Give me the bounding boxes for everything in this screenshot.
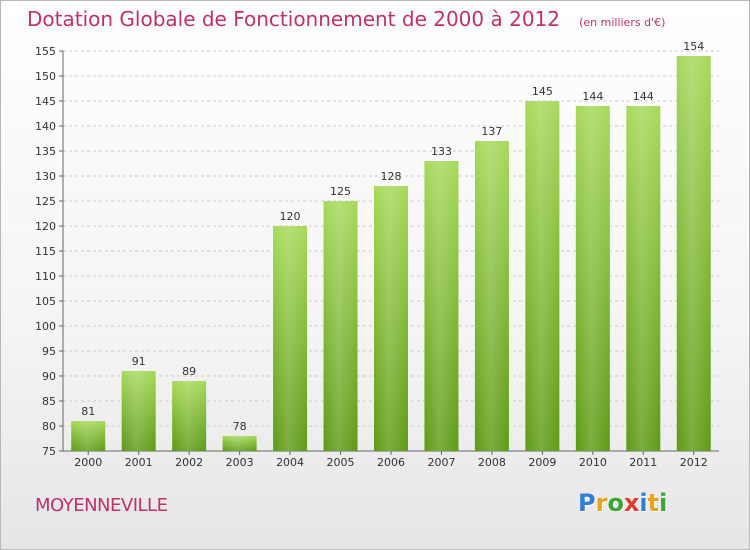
y-tick-label: 130 xyxy=(35,170,56,183)
x-tick-label: 2003 xyxy=(226,456,254,469)
value-label: 133 xyxy=(431,145,452,158)
y-tick-label: 115 xyxy=(35,245,56,258)
y-tick-label: 110 xyxy=(35,270,56,283)
y-tick-label: 145 xyxy=(35,95,56,108)
bars xyxy=(71,56,711,451)
y-tick-label: 95 xyxy=(42,345,56,358)
logo-letter: t xyxy=(647,489,660,517)
bar-shine xyxy=(474,141,509,451)
labels: 81 2000 91 2001 89 2002 78 2003 120 2004 125 2005 12… xyxy=(74,40,708,469)
x-tick-label: 2001 xyxy=(125,456,153,469)
unit-label: (en milliers d'€) xyxy=(579,16,666,29)
bar-shine xyxy=(424,161,459,451)
logo-letter: i xyxy=(639,489,648,517)
bar-shine xyxy=(71,421,106,451)
x-tick-label: 2000 xyxy=(74,456,102,469)
title-row: Dotation Globale de Fonctionnement de 20… xyxy=(27,7,665,31)
value-label: 91 xyxy=(132,355,146,368)
value-label: 128 xyxy=(381,170,402,183)
logo-letter: o xyxy=(607,489,624,517)
y-tick-label: 100 xyxy=(35,320,56,333)
commune-name: MOYENNEVILLE xyxy=(35,495,168,516)
y-tick-label: 155 xyxy=(35,45,56,58)
value-label: 125 xyxy=(330,185,351,198)
logo-letter: x xyxy=(623,489,640,517)
x-tick-label: 2009 xyxy=(528,456,556,469)
y-tick-label: 80 xyxy=(42,420,56,433)
bar-shine xyxy=(172,381,207,451)
x-tick-label: 2005 xyxy=(327,456,355,469)
bar-shine xyxy=(626,106,661,451)
y-tick-label: 135 xyxy=(35,145,56,158)
logo-letter: r xyxy=(595,489,608,517)
value-label: 81 xyxy=(81,405,95,418)
y-tick-label: 150 xyxy=(35,70,56,83)
value-label: 145 xyxy=(532,85,553,98)
value-label: 144 xyxy=(633,90,654,103)
x-tick-label: 2007 xyxy=(427,456,455,469)
y-tick-label: 120 xyxy=(35,220,56,233)
bar-shine xyxy=(525,101,560,451)
proxiti-logo: Proxiti xyxy=(578,489,667,517)
x-tick-label: 2011 xyxy=(629,456,657,469)
x-tick-label: 2004 xyxy=(276,456,304,469)
value-label: 154 xyxy=(683,40,704,53)
bar-shine xyxy=(575,106,610,451)
y-tick-label: 85 xyxy=(42,395,56,408)
bar-shine xyxy=(121,371,156,451)
bar-shine xyxy=(374,186,408,451)
y-tick-label: 90 xyxy=(42,370,56,383)
x-tick-label: 2012 xyxy=(680,456,708,469)
logo-letter: i xyxy=(659,489,668,517)
y-tick-label: 140 xyxy=(35,120,56,133)
x-tick-label: 2008 xyxy=(478,456,506,469)
y-tick-label: 75 xyxy=(42,445,56,458)
x-tick-label: 2002 xyxy=(175,456,203,469)
value-label: 144 xyxy=(582,90,603,103)
bar-shine xyxy=(273,226,308,451)
value-label: 137 xyxy=(481,125,502,138)
y-tick-label: 125 xyxy=(35,195,56,208)
x-tick-label: 2006 xyxy=(377,456,405,469)
x-tick-label: 2010 xyxy=(579,456,607,469)
value-label: 78 xyxy=(233,420,247,433)
bar-shine xyxy=(323,201,358,451)
logo-letter: P xyxy=(578,489,596,517)
bar-shine xyxy=(676,56,711,451)
value-label: 89 xyxy=(182,365,196,378)
value-label: 120 xyxy=(280,210,301,223)
y-tick-label: 105 xyxy=(35,295,56,308)
bar-shine xyxy=(222,436,257,451)
chart-title: Dotation Globale de Fonctionnement de 20… xyxy=(27,7,560,31)
